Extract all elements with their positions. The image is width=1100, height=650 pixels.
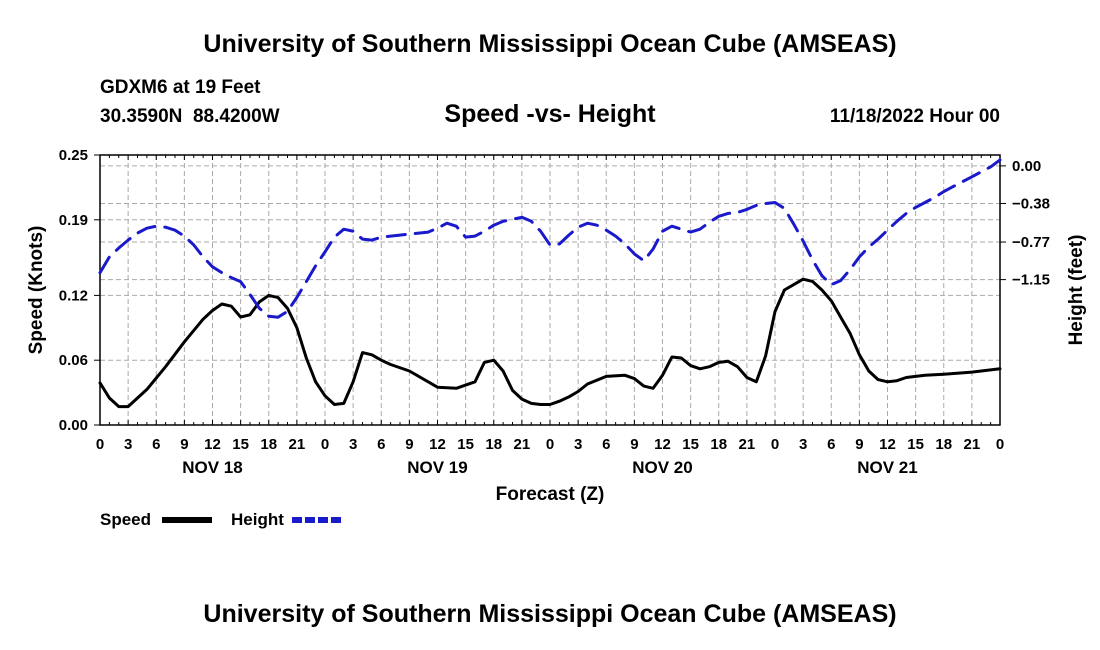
run-time-label: 11/18/2022 Hour 00 xyxy=(829,106,1000,127)
coordinates-label: 30.3590N 88.4200W xyxy=(100,106,280,127)
day-label: NOV 20 xyxy=(632,458,692,477)
x-tick-label: 12 xyxy=(879,436,896,453)
x-tick-label: 21 xyxy=(964,436,981,453)
station-label: GDXM6 at 19 Feet xyxy=(100,77,261,98)
x-tick-label: 0 xyxy=(96,436,104,453)
x-tick-label: 9 xyxy=(405,436,413,453)
day-label: NOV 18 xyxy=(182,458,242,477)
day-label: NOV 21 xyxy=(857,458,917,477)
x-tick-label: 9 xyxy=(630,436,638,453)
x-tick-label: 0 xyxy=(321,436,329,453)
x-tick-label: 6 xyxy=(377,436,385,453)
x-tick-label: 18 xyxy=(935,436,952,453)
speed-series-line xyxy=(98,277,1002,409)
y-tick-label: 0.12 xyxy=(59,287,88,304)
y-tick-label: 0.25 xyxy=(59,147,88,164)
x-axis-title: Forecast (Z) xyxy=(496,484,605,505)
x-tick-label: 18 xyxy=(260,436,277,453)
x-tick-label: 18 xyxy=(485,436,502,453)
y-axis-title: Speed (Knots) xyxy=(26,226,47,355)
x-tick-label: 12 xyxy=(654,436,671,453)
x-tick-label: 18 xyxy=(710,436,727,453)
legend-speed-label: Speed xyxy=(100,510,152,529)
x-tick-label: 6 xyxy=(152,436,160,453)
x-tick-label: 9 xyxy=(855,436,863,453)
x-tick-label: 15 xyxy=(457,436,474,453)
x-tick-label: 12 xyxy=(204,436,221,453)
x-tick-label: 0 xyxy=(546,436,554,453)
chart-title: Speed -vs- Height xyxy=(444,100,656,128)
x-tick-label: 3 xyxy=(799,436,807,453)
x-tick-label: 3 xyxy=(124,436,132,453)
x-tick-label: 21 xyxy=(514,436,531,453)
y-tick-label: 0.06 xyxy=(59,352,88,369)
x-tick-label: 6 xyxy=(602,436,610,453)
x-tick-label: 9 xyxy=(180,436,188,453)
x-tick-label: 21 xyxy=(739,436,756,453)
x-tick-label: 3 xyxy=(574,436,582,453)
footer-title: University of Southern Mississippi Ocean… xyxy=(203,600,897,628)
x-tick-label: 0 xyxy=(771,436,779,453)
y-tick-label: 0.19 xyxy=(59,212,88,229)
day-label: NOV 19 xyxy=(407,458,467,477)
plot-frame xyxy=(99,154,1001,426)
x-tick-label: 3 xyxy=(349,436,357,453)
x-tick-label: 21 xyxy=(289,436,306,453)
x-tick-label: 6 xyxy=(827,436,835,453)
height-series-line xyxy=(98,158,1002,319)
y2-axis-title: Height (feet) xyxy=(1066,235,1087,346)
x-tick-label: 15 xyxy=(682,436,699,453)
y2-tick-label: −0.77 xyxy=(1012,234,1050,251)
legend-height-label: Height xyxy=(231,510,284,529)
x-tick-label: 12 xyxy=(429,436,446,453)
y-tick-label: 0.00 xyxy=(59,417,88,434)
y2-tick-label: −0.38 xyxy=(1012,195,1050,212)
x-tick-label: 0 xyxy=(996,436,1004,453)
x-tick-label: 15 xyxy=(232,436,249,453)
y2-tick-label: −1.15 xyxy=(1012,272,1050,289)
y2-tick-label: 0.00 xyxy=(1012,158,1041,175)
x-tick-label: 15 xyxy=(907,436,924,453)
page-title: University of Southern Mississippi Ocean… xyxy=(203,30,897,58)
